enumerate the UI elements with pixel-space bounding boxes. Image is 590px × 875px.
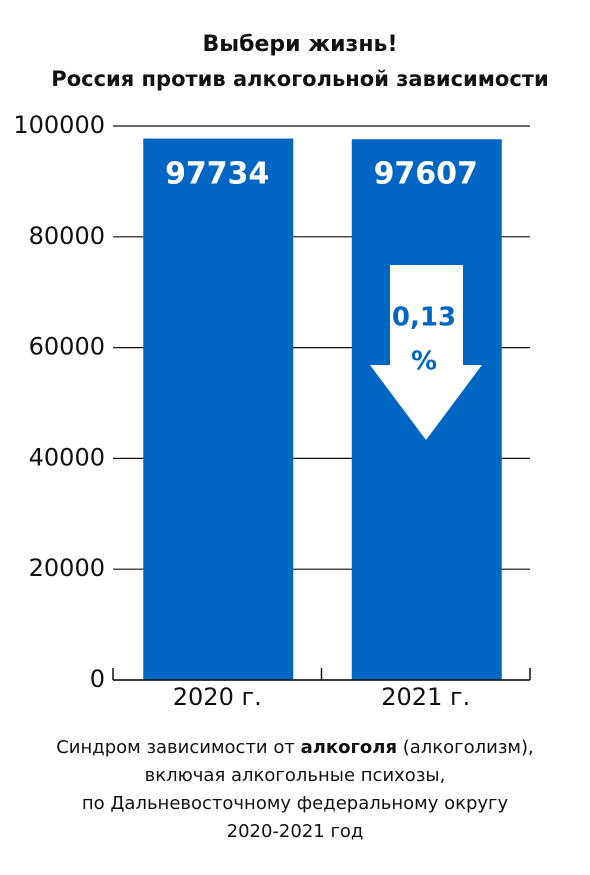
value-label: 97734 [165,157,269,192]
chart-subtitle: Россия против алкогольной зависимости [51,67,548,91]
y-tick-label: 60000 [29,333,105,361]
caption-text: (алкоголизм), [397,737,534,758]
y-tick-label: 100000 [13,111,105,139]
annotation: 0,13 [392,303,456,333]
arrow [370,265,482,440]
y-tick-label: 0 [90,665,105,693]
caption-text: алкоголя [301,737,397,758]
caption-text: по Дальневосточному федеральному округу [82,793,509,814]
caption: Синдром зависимости от алкоголя (алкогол… [56,737,534,758]
caption-text: Синдром зависимости от [56,737,300,758]
y-tick-label: 40000 [29,443,105,471]
caption-text: 2020-2021 год [227,821,364,842]
y-tick-label: 80000 [29,222,105,250]
x-tick-label: 2021 г. [381,683,470,711]
y-tick-label: 20000 [29,554,105,582]
caption-text: включая алкогольные психозы, [145,765,446,786]
chart-title: Выбери жизнь! [202,32,397,57]
x-tick-label: 2020 г. [173,683,262,711]
bar [143,138,294,680]
value-label: 97607 [374,157,478,192]
annotation: % [411,347,437,377]
